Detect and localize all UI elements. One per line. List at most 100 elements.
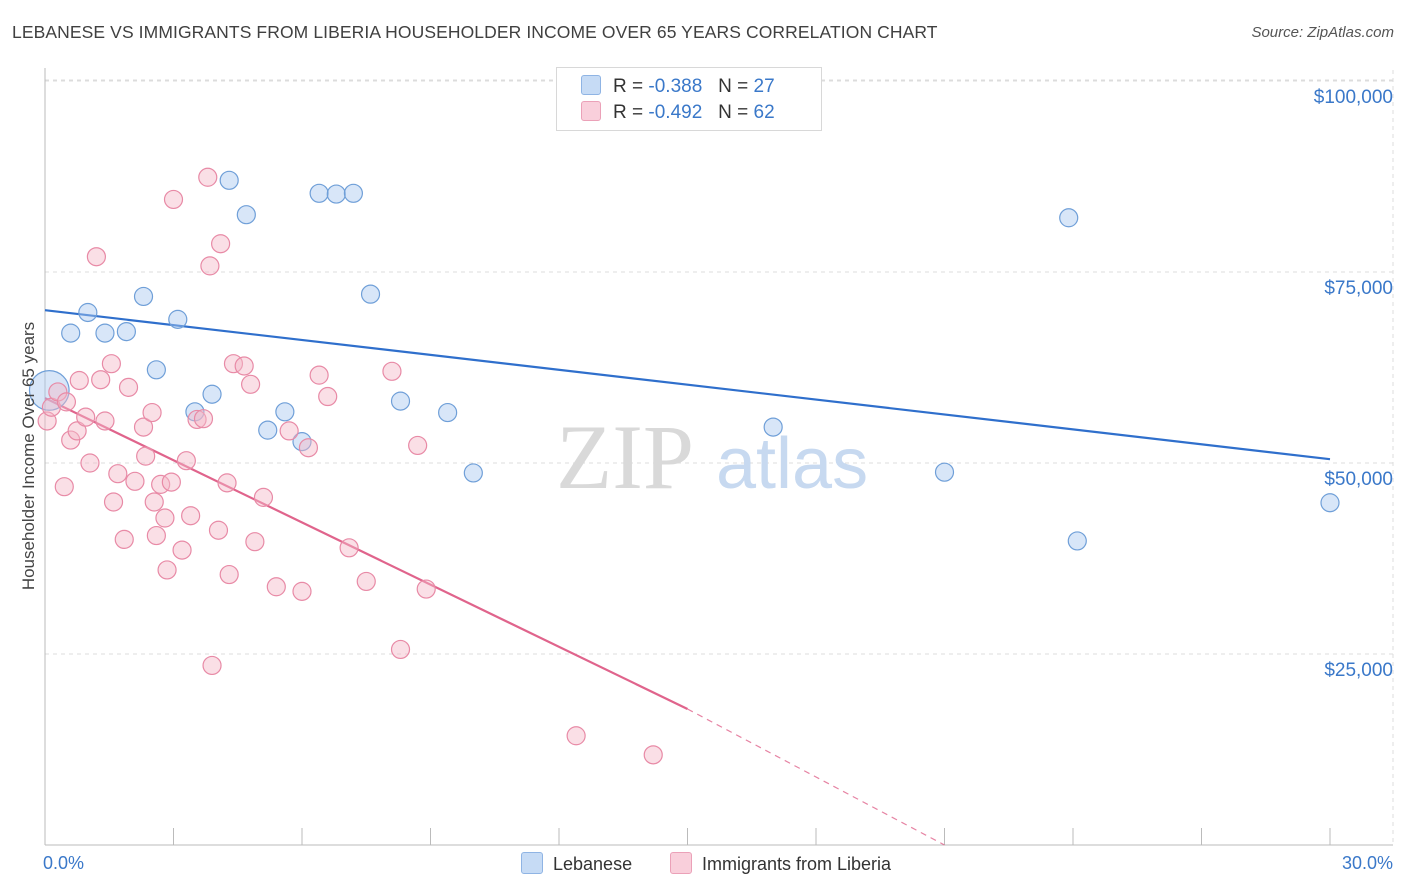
liberia-point xyxy=(155,508,175,528)
liberia-point xyxy=(217,473,237,493)
axes xyxy=(44,68,1393,846)
liberia-point xyxy=(67,421,87,441)
liberia-point xyxy=(390,639,411,660)
liberia-point xyxy=(91,370,111,390)
bottom-legend-liberia: Immigrants from Liberia xyxy=(670,852,891,875)
liberia-point xyxy=(136,446,156,466)
liberia-point xyxy=(266,577,286,597)
liberia-swatch xyxy=(581,101,601,121)
liberia-point xyxy=(202,655,222,676)
liberia-point xyxy=(253,487,274,507)
lebanese-legend-label: Lebanese xyxy=(553,854,633,874)
liberia-point xyxy=(95,411,115,431)
liberia-point xyxy=(80,453,100,473)
lebanese-point xyxy=(61,323,81,343)
liberia-point xyxy=(157,560,177,580)
lebanese-point xyxy=(763,417,783,437)
liberia-point xyxy=(144,492,164,512)
legend-n-value-liberia: 62 xyxy=(753,102,775,123)
liberia-point xyxy=(292,581,312,601)
liberia-point xyxy=(108,464,128,484)
liberia-point xyxy=(356,571,376,592)
lebanese-point xyxy=(219,170,239,190)
lebanese-point xyxy=(146,360,166,380)
lebanese-point xyxy=(78,302,98,323)
lebanese-trend-line xyxy=(44,309,1331,461)
liberia-legend-label: Immigrants from Liberia xyxy=(702,854,892,874)
lebanese-point xyxy=(202,384,222,404)
liberia-point xyxy=(172,540,192,560)
lebanese-point xyxy=(390,391,411,411)
liberia-point xyxy=(309,365,329,385)
lebanese-point xyxy=(438,402,458,423)
y-tick-label: $100,000 xyxy=(1314,87,1393,108)
liberia-point xyxy=(339,538,359,558)
liberia-point xyxy=(298,438,319,458)
liberia-point xyxy=(69,370,89,391)
liberia-point xyxy=(54,477,74,497)
lebanese-point xyxy=(258,420,278,440)
x-tick-label: 30.0% xyxy=(1342,853,1393,873)
liberia-point xyxy=(86,247,107,267)
liberia-point xyxy=(101,354,121,374)
y-tick-labels: $100,000 $75,000 $50,000 $25,000 xyxy=(1314,87,1393,681)
lebanese-point xyxy=(1059,208,1079,228)
lebanese-point xyxy=(326,184,346,204)
liberia-point xyxy=(56,392,77,412)
legend-row-liberia: R = -0.492 N = 62 xyxy=(581,101,775,127)
lebanese-point xyxy=(360,284,381,304)
lebanese-point xyxy=(309,183,329,203)
lebanese-point xyxy=(463,463,483,483)
y-tick-label: $75,000 xyxy=(1324,278,1393,299)
liberia-point xyxy=(245,532,265,552)
data-points xyxy=(28,167,1340,765)
liberia-point xyxy=(103,492,124,512)
lebanese-point xyxy=(934,462,955,482)
liberia-point xyxy=(408,435,428,456)
lebanese-point xyxy=(275,402,295,422)
liberia-point xyxy=(176,451,196,471)
y-axis-label: Householder Income Over 65 years xyxy=(19,322,38,590)
liberia-point xyxy=(193,409,214,429)
watermark-zip: ZIP xyxy=(556,406,694,508)
liberia-trend-extension xyxy=(687,708,945,846)
liberia-point xyxy=(118,377,139,397)
lebanese-point xyxy=(116,321,136,342)
watermark-atlas: atlas xyxy=(716,424,868,504)
liberia-point xyxy=(208,520,229,540)
liberia-point xyxy=(163,189,184,210)
liberia-point xyxy=(133,417,154,437)
lebanese-point xyxy=(95,323,115,343)
legend-r-label: R = xyxy=(613,76,644,97)
lebanese-legend-swatch xyxy=(521,852,543,874)
source-credit: Source: ZipAtlas.com xyxy=(1251,24,1394,41)
correlation-legend: R = -0.388 N = 27 R = -0.492 N = 62 xyxy=(556,67,822,131)
legend-row-lebanese: R = -0.388 N = 27 xyxy=(581,75,775,101)
legend-n-value-lebanese: 27 xyxy=(753,76,775,97)
lebanese-swatch xyxy=(581,75,601,95)
liberia-point xyxy=(234,356,254,376)
x-tick-label: 0.0% xyxy=(43,853,84,873)
liberia-point xyxy=(181,506,201,526)
liberia-point xyxy=(279,421,299,441)
legend-r-value-lebanese: -0.388 xyxy=(648,76,703,97)
bottom-legend-lebanese: Lebanese xyxy=(521,852,632,875)
liberia-legend-swatch xyxy=(670,852,692,874)
y-tick-label: $50,000 xyxy=(1324,469,1393,490)
lebanese-point xyxy=(236,205,256,225)
lebanese-point xyxy=(168,309,188,329)
legend-r-value-liberia: -0.492 xyxy=(648,102,703,123)
liberia-point xyxy=(146,525,166,546)
liberia-point xyxy=(114,529,134,550)
liberia-point xyxy=(643,745,663,765)
liberia-point xyxy=(318,386,338,407)
liberia-point xyxy=(200,256,220,276)
liberia-point xyxy=(187,409,207,430)
liberia-point xyxy=(382,361,402,381)
liberia-point xyxy=(198,167,218,187)
lebanese-point xyxy=(1320,493,1340,513)
liberia-point xyxy=(219,564,239,585)
lebanese-point xyxy=(343,183,363,203)
liberia-point xyxy=(241,374,261,394)
